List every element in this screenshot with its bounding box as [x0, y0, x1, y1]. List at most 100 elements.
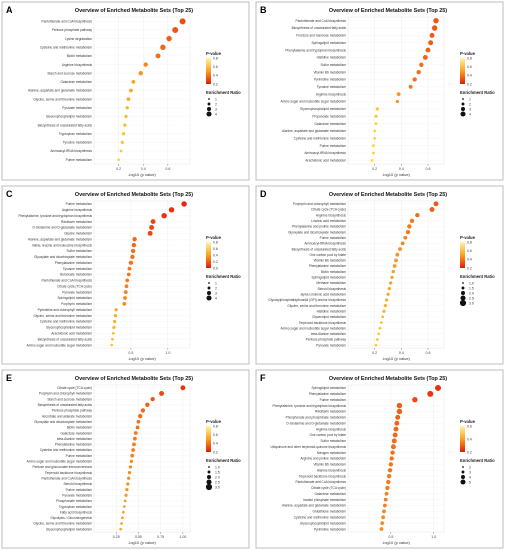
- y-tick-label: Arginine biosynthesis: [316, 92, 347, 96]
- y-tick-label: Arginine biosynthesis: [62, 208, 93, 212]
- y-tick-label: Glycosylphosphatidylinositol (GPI)-ancho…: [268, 298, 346, 302]
- data-point: [408, 84, 413, 89]
- y-tick-label: Histidine metabolism: [317, 309, 347, 313]
- data-point: [126, 97, 131, 102]
- legend-size-tick: 3: [215, 107, 217, 111]
- data-point: [150, 396, 155, 402]
- data-point: [121, 510, 125, 514]
- y-tick-label: Purine metabolism: [320, 398, 347, 402]
- y-tick-label: Tyrosine metabolism: [63, 141, 93, 145]
- data-point: [385, 485, 390, 491]
- data-point: [138, 413, 143, 419]
- legend-size-title: Enrichment Ratio: [206, 274, 241, 279]
- x-axis-label: -log10 (p value): [382, 356, 410, 361]
- data-point: [155, 53, 161, 59]
- y-tick-label: Cysteine and methionine metabolism: [40, 448, 93, 452]
- data-point: [435, 384, 441, 391]
- data-point: [396, 408, 403, 415]
- y-tick-label: Glyoxylate and dicarboxylate metabolism: [34, 255, 92, 259]
- y-tick-label: Phenylalanine metabolism: [55, 261, 93, 265]
- legend-color-tick: 0.8: [213, 56, 218, 60]
- data-point: [380, 521, 385, 526]
- data-point: [382, 509, 386, 514]
- panel-letter: C: [6, 189, 13, 199]
- y-tick-label: One carbon pool by folate: [309, 433, 346, 437]
- data-point: [140, 408, 146, 413]
- data-point: [111, 331, 115, 335]
- data-point: [386, 479, 391, 485]
- y-tick-label: Amino sugar and nucleotide sugar metabol…: [280, 326, 346, 330]
- y-tick-label: Biotin metabolism: [67, 54, 93, 58]
- y-tick-label: Biotin metabolism: [67, 426, 93, 430]
- data-point: [123, 290, 128, 295]
- x-tick-label: 0.2: [116, 167, 121, 171]
- data-point: [403, 235, 408, 240]
- data-point: [387, 468, 393, 473]
- y-tick-label: Pentose phosphate pathway: [52, 28, 93, 32]
- legend-size-tick: 3: [215, 291, 217, 295]
- y-tick-label: Glycine, serine and threonine metabolism: [33, 314, 92, 318]
- legend-size-dot: [460, 111, 466, 117]
- y-tick-label: Pyruvate metabolism: [62, 493, 92, 497]
- data-point: [395, 252, 400, 257]
- y-tick-label: Amino sugar and nucleotide sugar metabol…: [26, 460, 92, 464]
- y-tick-label: Histidine metabolism: [317, 56, 347, 60]
- data-point: [416, 69, 421, 75]
- data-point: [384, 491, 389, 496]
- legend-color-tick: 0.8: [213, 240, 218, 244]
- data-point: [129, 459, 133, 463]
- data-point: [409, 218, 415, 223]
- data-point: [395, 99, 399, 104]
- data-point: [391, 438, 397, 444]
- y-tick-label: Starch and sucrose metabolism: [47, 71, 92, 75]
- data-point: [131, 242, 137, 248]
- x-tick-label: 0.4: [399, 351, 404, 355]
- y-tick-label: D-Glutamine and D-glutamate metabolism: [286, 421, 346, 425]
- legend-size-tick: 4: [215, 296, 217, 300]
- y-tick-label: Terpenoid backbone biosynthesis: [299, 474, 347, 478]
- y-tick-label: Biosynthesis of unsaturated fatty acids: [292, 26, 347, 30]
- legend-size-dot: [461, 286, 465, 290]
- legend-color-tick: 0.6: [467, 65, 472, 69]
- data-point: [383, 497, 388, 502]
- legend-color-bar: [460, 242, 465, 268]
- legend-size-tick: 4: [215, 112, 217, 116]
- y-tick-label: Galactose metabolism: [314, 122, 346, 126]
- y-tick-label: Biosynthesis of unsaturated fatty acids: [38, 123, 93, 127]
- legend-size-tick: 1.0: [469, 281, 474, 285]
- legend-color-tick: 0.2: [213, 260, 218, 264]
- data-point: [131, 79, 136, 84]
- data-point: [130, 248, 136, 254]
- legend-color-bar: [206, 242, 211, 268]
- data-point: [419, 62, 424, 67]
- y-tick-label: Citrate cycle (TCA cycle): [311, 486, 346, 490]
- data-point: [383, 303, 387, 308]
- panel-letter: A: [6, 5, 13, 15]
- legend-size-dot: [207, 286, 211, 290]
- y-tick-label: One carbon pool by folate: [309, 253, 346, 257]
- y-tick-label: Alanine, aspartate and glutamate metabol…: [28, 237, 92, 241]
- x-axis-label: -log10 (p value): [128, 172, 156, 177]
- y-tick-label: Tyrosine metabolism: [63, 267, 93, 271]
- legend-size-dot: [461, 475, 465, 479]
- y-tick-label: Fructose and mannose metabolism: [296, 34, 346, 38]
- y-tick-label: Pyruvate metabolism: [62, 290, 92, 294]
- data-point: [374, 114, 378, 118]
- y-tick-label: Glycine, serine and threonine metabolism: [33, 97, 92, 101]
- y-tick-label: Glycerophospholipid metabolism: [46, 527, 92, 531]
- data-point: [390, 444, 396, 450]
- y-tick-label: Glycerophospholipid metabolism: [46, 326, 92, 330]
- data-point: [371, 144, 375, 147]
- legend-color-tick: 0.4: [213, 442, 218, 446]
- legend-color-title: P-value: [206, 51, 222, 56]
- data-point: [123, 123, 127, 127]
- legend-size-dot: [461, 107, 465, 111]
- y-tick-label: Phosphonate metabolism: [56, 499, 92, 503]
- data-point: [428, 40, 434, 46]
- data-point: [395, 414, 401, 420]
- legend-color-tick: 0.6: [213, 247, 218, 251]
- y-tick-label: Cysteine and methionine metabolism: [40, 45, 93, 49]
- data-point: [135, 425, 140, 430]
- y-tick-label: Purine metabolism: [320, 144, 347, 148]
- y-tick-label: Citrate cycle (TCA cycle): [57, 284, 92, 288]
